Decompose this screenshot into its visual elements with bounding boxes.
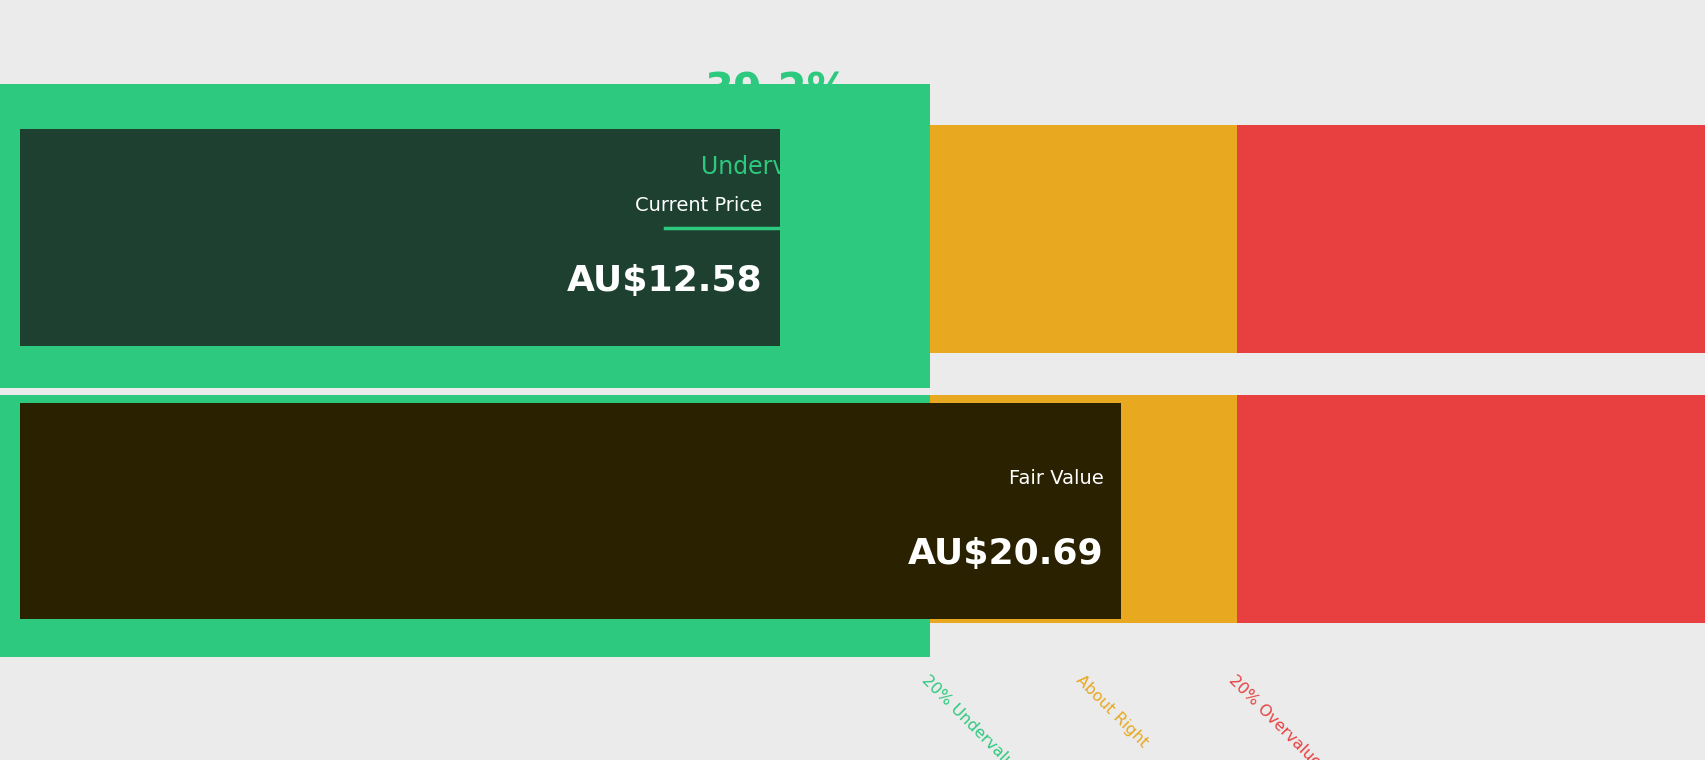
Bar bbox=[0, 125, 929, 353]
Bar bbox=[0, 395, 929, 623]
Text: AU$20.69: AU$20.69 bbox=[907, 537, 1103, 572]
Bar bbox=[1236, 395, 1705, 623]
Bar bbox=[0, 353, 929, 388]
Bar bbox=[929, 395, 1236, 623]
Text: Undervalued: Undervalued bbox=[701, 155, 851, 179]
Text: 39.2%: 39.2% bbox=[704, 70, 847, 112]
Text: About Right: About Right bbox=[1072, 673, 1149, 750]
Bar bbox=[0, 84, 929, 125]
Text: Current Price: Current Price bbox=[634, 195, 762, 214]
Bar bbox=[20, 403, 1120, 619]
Text: 20% Undervalued: 20% Undervalued bbox=[919, 673, 1032, 760]
Text: 20% Overvalued: 20% Overvalued bbox=[1226, 673, 1330, 760]
Text: AU$12.58: AU$12.58 bbox=[566, 264, 762, 298]
Bar bbox=[1236, 125, 1705, 353]
Text: Fair Value: Fair Value bbox=[1008, 469, 1103, 488]
Bar bbox=[20, 129, 779, 346]
Bar bbox=[929, 125, 1236, 353]
Bar bbox=[0, 623, 929, 657]
